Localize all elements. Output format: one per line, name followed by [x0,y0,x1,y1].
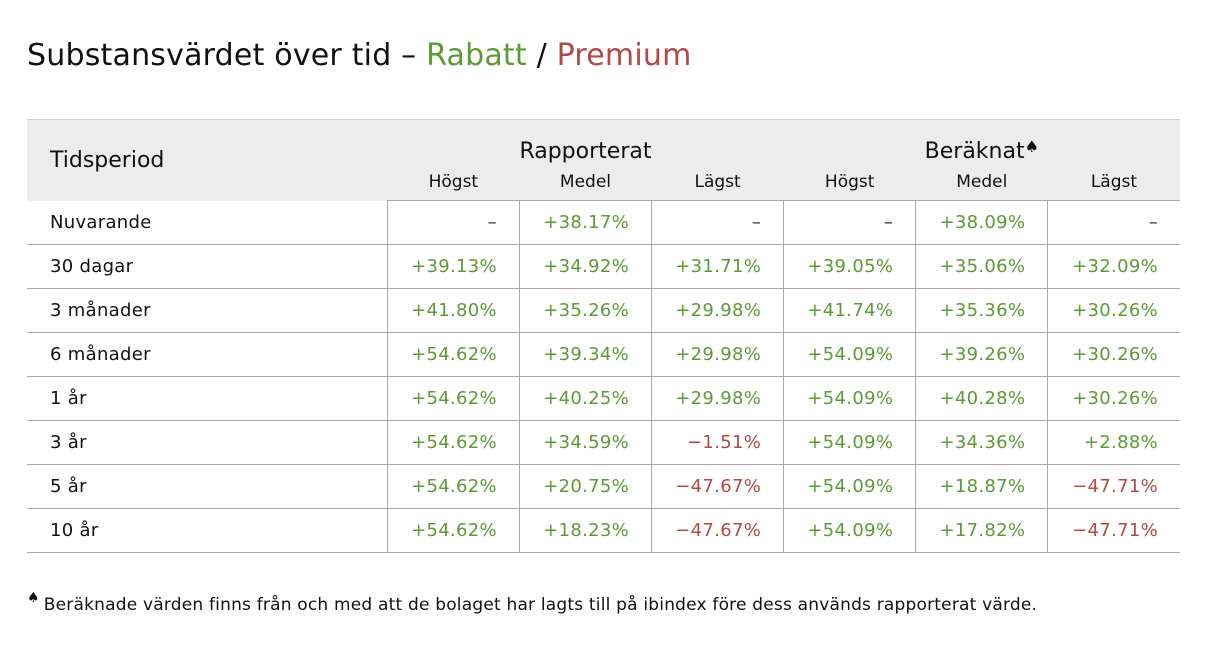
cell-reported-high: +54.62% [386,420,520,465]
row-period-label: 3 månader [27,288,388,333]
footnote-text: Beräknade värden finns från och med att … [43,595,1038,615]
cell-calculated-high: +41.74% [783,288,916,333]
cell-reported-mean: +18.23% [518,508,652,553]
cell-calculated-low: −47.71% [1047,508,1180,553]
cell-calculated-mean: +18.87% [915,464,1048,509]
cell-calculated-high: +39.05% [783,244,916,289]
cell-reported-mean: +34.59% [518,420,652,465]
cell-calculated-low: +32.09% [1047,244,1180,289]
row-period-label: 5 år [27,464,388,509]
cell-calculated-low: −47.71% [1047,464,1180,509]
cell-reported-high: +54.62% [386,376,520,421]
table-row: 1 år +54.62% +40.25% +29.98% +54.09% +40.28% +… [27,376,1180,421]
cell-reported-mean: +20.75% [518,464,652,509]
cell-calculated-high: +54.09% [783,464,916,509]
cell-reported-low: – [651,200,784,245]
cell-reported-high: +54.62% [386,508,520,553]
cell-calculated-high: +54.09% [783,508,916,553]
page-title: Substansvärdet över tid – Rabatt / Premi… [27,36,692,76]
footnote: ♠ Beräknade värden finns från och med att… [27,590,1038,615]
cell-calculated-mean: +35.06% [915,244,1048,289]
table-row: Nuvarande – +38.17% – – +38.09% – [27,200,1180,245]
title-discount-label: Rabatt [426,38,527,73]
column-header-reported-high: Högst [387,164,520,201]
table-row: 5 år +54.62% +20.75% −47.67% +54.09% +18.87% −… [27,464,1180,509]
cell-calculated-mean: +40.28% [915,376,1048,421]
cell-calculated-mean: +39.26% [915,332,1048,377]
cell-calculated-high: +54.09% [783,420,916,465]
title-separator: / [526,38,557,73]
spade-icon: ♠ [27,590,40,606]
table-row: 10 år +54.62% +18.23% −47.67% +54.09% +17.82%… [27,508,1180,553]
column-header-period: Tidsperiod [50,147,165,173]
column-group-calculated-label: Beräknat [924,139,1025,164]
table-body: Nuvarande – +38.17% – – +38.09% –30 dagar +39.1… [27,200,1180,553]
cell-reported-low: −47.67% [651,464,784,509]
row-period-label: 1 år [27,376,388,421]
cell-reported-high: +54.62% [386,464,520,509]
cell-calculated-low: +30.26% [1047,332,1180,377]
column-header-reported-mean: Medel [519,164,652,201]
row-period-label: 3 år [27,420,388,465]
column-group-reported: Rapporterat [519,139,652,164]
cell-calculated-low: +30.26% [1047,288,1180,333]
cell-reported-low: +29.98% [651,376,784,421]
cell-calculated-low: +30.26% [1047,376,1180,421]
column-header-calculated-high: Högst [783,164,916,201]
cell-calculated-high: – [783,200,916,245]
row-period-label: 10 år [27,508,388,553]
cell-calculated-mean: +34.36% [915,420,1048,465]
title-premium-label: Premium [556,38,692,73]
row-period-label: Nuvarande [27,200,388,245]
cell-reported-mean: +39.34% [518,332,652,377]
column-header-calculated-mean: Medel [915,164,1048,201]
cell-reported-mean: +40.25% [518,376,652,421]
column-header-reported-low: Lägst [651,164,784,201]
row-period-label: 6 månader [27,332,388,377]
cell-calculated-mean: +35.36% [915,288,1048,333]
cell-reported-low: −1.51% [651,420,784,465]
cell-reported-low: −47.67% [651,508,784,553]
table-row: 3 år +54.62% +34.59% −1.51% +54.09% +34.36% +2… [27,420,1180,465]
table-row: 3 månader +41.80% +35.26% +29.98% +41.74% +35… [27,288,1180,333]
cell-reported-low: +31.71% [651,244,784,289]
title-main: Substansvärdet över tid – [27,38,427,73]
cell-calculated-mean: +38.09% [915,200,1048,245]
cell-reported-high: +39.13% [386,244,520,289]
cell-calculated-mean: +17.82% [915,508,1048,553]
cell-reported-low: +29.98% [651,332,784,377]
cell-reported-mean: +35.26% [518,288,652,333]
column-header-calculated-low: Lägst [1047,164,1180,201]
table-row: 6 månader +54.62% +39.34% +29.98% +54.09% +39… [27,332,1180,377]
nav-history-table: Tidsperiod Rapporterat Beräknat♠ Högst M… [27,119,1180,553]
cell-reported-low: +29.98% [651,288,784,333]
cell-calculated-high: +54.09% [783,332,916,377]
cell-reported-high: +54.62% [386,332,520,377]
cell-calculated-low: +2.88% [1047,420,1180,465]
table-row: 30 dagar +39.13% +34.92% +31.71% +39.05% +35.… [27,244,1180,289]
table-header: Tidsperiod Rapporterat Beräknat♠ Högst M… [27,119,1180,201]
row-period-label: 30 dagar [27,244,388,289]
cell-reported-high: +41.80% [386,288,520,333]
cell-reported-mean: +34.92% [518,244,652,289]
spade-icon: ♠ [1024,137,1039,156]
column-group-calculated: Beräknat♠ [784,120,1180,164]
cell-calculated-low: – [1047,200,1180,245]
cell-reported-mean: +38.17% [518,200,652,245]
cell-reported-high: – [386,200,520,245]
cell-calculated-high: +54.09% [783,376,916,421]
